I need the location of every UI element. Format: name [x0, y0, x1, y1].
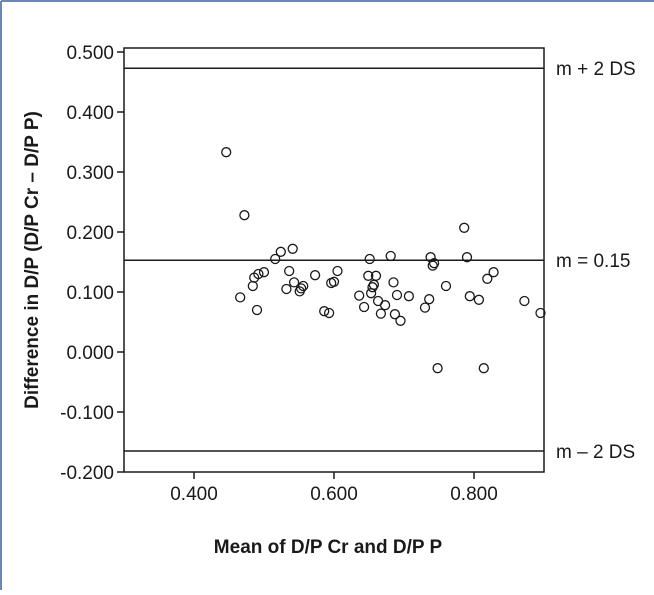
data-point: [488, 267, 499, 278]
data-point: [239, 210, 250, 221]
y-tick-label: 0.100: [66, 283, 114, 304]
data-point: [309, 270, 321, 281]
data-point: [298, 280, 309, 292]
y-tick-label: 0.400: [66, 103, 114, 124]
data-point: [459, 222, 470, 233]
data-point: [478, 363, 489, 374]
data-point: [473, 294, 485, 305]
data-point: [281, 283, 292, 295]
data-point: [221, 147, 232, 158]
data-point: [367, 282, 378, 293]
data-point: [235, 292, 246, 303]
data-point: [375, 308, 387, 319]
x-tick-label: 0.600: [310, 484, 358, 505]
x-axis: 0.400 0.600 0.800: [170, 472, 498, 505]
data-point: [464, 291, 475, 302]
data-point: [275, 246, 286, 257]
data-point: [385, 250, 396, 262]
data-point: [323, 307, 335, 319]
y-tick-label: -0.100: [60, 403, 114, 424]
y-tick-label: 0.500: [66, 43, 114, 64]
x-tick-label: 0.800: [450, 484, 498, 505]
data-point: [428, 258, 440, 269]
x-tick-label: 0.400: [170, 484, 218, 505]
y-tick-label: 0.300: [66, 163, 114, 184]
data-point: [432, 363, 443, 374]
data-point: [427, 260, 438, 271]
data-point: [461, 252, 473, 263]
data-point: [253, 268, 264, 280]
data-point: [287, 243, 298, 254]
data-point: [519, 295, 530, 307]
reference-line-label: m + 2 DS: [556, 59, 636, 80]
y-tick-label: 0.200: [66, 223, 114, 244]
data-point: [388, 277, 399, 288]
data-point: [364, 253, 375, 265]
data-point: [247, 280, 258, 292]
data-point: [391, 289, 403, 301]
data-point: [251, 304, 263, 316]
data-point: [328, 276, 340, 287]
data-point: [363, 270, 374, 281]
data-point: [332, 265, 343, 277]
data-point: [319, 306, 330, 317]
data-point: [284, 265, 295, 277]
data-point: [419, 302, 431, 313]
reference-line-label: m = 0.15: [556, 251, 630, 272]
data-point: [288, 277, 300, 288]
data-point: [295, 283, 307, 294]
data-point: [403, 291, 415, 302]
data-point: [270, 253, 281, 265]
data-point: [365, 288, 377, 299]
x-axis-title: Mean of D/P Cr and D/P P: [214, 537, 443, 558]
reference-line-label: m – 2 DS: [556, 442, 635, 463]
data-point: [395, 315, 406, 326]
data-point: [358, 301, 370, 313]
data-point: [379, 300, 391, 311]
data-point: [354, 290, 365, 301]
data-point: [389, 309, 401, 320]
y-axis-title: Difference in D/P (D/P Cr – D/P P): [22, 111, 43, 409]
y-tick-label: -0.200: [60, 463, 114, 484]
data-point: [535, 307, 546, 319]
data-point: [482, 273, 493, 284]
y-tick-label: 0.000: [66, 343, 114, 364]
y-axis: 0.500 0.400 0.300 0.200 0.100 0.000 -0.100 -0.2…: [60, 43, 124, 484]
data-point: [258, 267, 270, 278]
data-point: [370, 270, 382, 281]
reference-lines: m + 2 DS m = 0.15 m – 2 DS: [124, 59, 636, 463]
data-points: [221, 147, 546, 374]
data-point: [424, 294, 435, 305]
data-point: [440, 280, 452, 292]
